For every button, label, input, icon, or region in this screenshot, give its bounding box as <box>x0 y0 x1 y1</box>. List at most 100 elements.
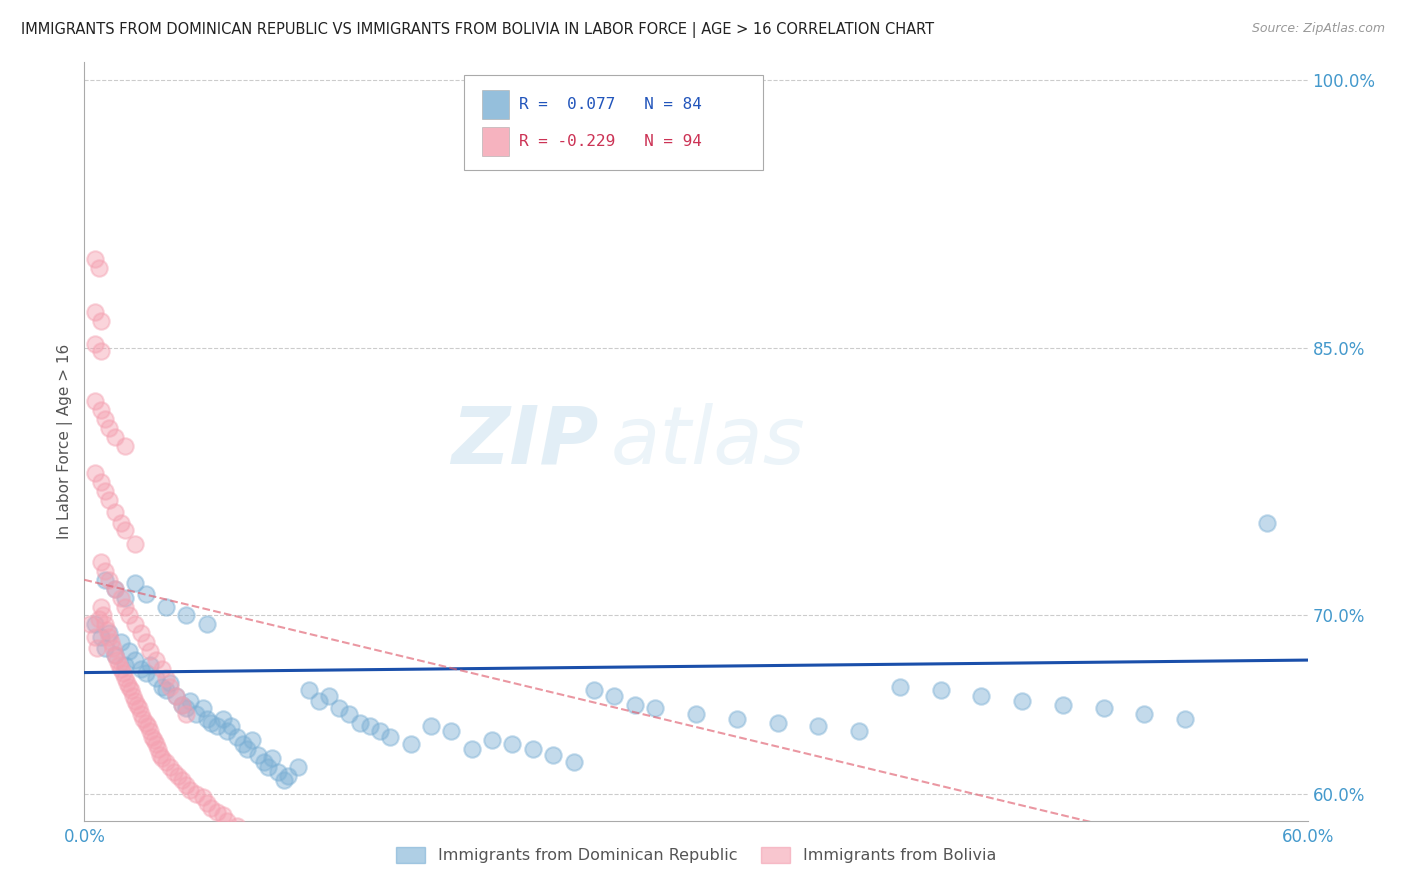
Point <box>115 676 138 690</box>
Point <box>298 683 321 698</box>
Point <box>114 591 136 605</box>
Point <box>165 689 187 703</box>
Point <box>440 724 463 739</box>
Point <box>96 623 118 637</box>
Point <box>159 760 181 774</box>
Point <box>1052 698 1074 712</box>
FancyBboxPatch shape <box>482 127 509 156</box>
Text: atlas: atlas <box>610 402 806 481</box>
Point <box>889 680 911 694</box>
Point <box>150 751 173 765</box>
Point <box>226 730 249 744</box>
Point <box>219 719 242 733</box>
Point <box>205 805 228 819</box>
Point <box>236 742 259 756</box>
Point <box>104 648 127 662</box>
Point <box>105 653 128 667</box>
Point <box>644 701 666 715</box>
Point <box>583 683 606 698</box>
Point <box>86 640 108 655</box>
Point <box>277 769 299 783</box>
Point <box>83 337 105 351</box>
Point <box>128 701 150 715</box>
Point <box>114 671 136 685</box>
Point <box>179 694 201 708</box>
Point <box>124 653 146 667</box>
Point <box>124 537 146 551</box>
Point <box>603 689 626 703</box>
Point <box>232 737 254 751</box>
Point <box>186 787 208 801</box>
Point <box>124 576 146 591</box>
Text: Source: ZipAtlas.com: Source: ZipAtlas.com <box>1251 22 1385 36</box>
Point <box>118 608 141 623</box>
Point <box>104 582 127 596</box>
Point <box>104 648 127 662</box>
Point <box>97 573 120 587</box>
Point <box>141 730 163 744</box>
Point <box>83 466 105 480</box>
Point <box>624 698 647 712</box>
Point <box>461 742 484 756</box>
Point <box>195 796 218 810</box>
Point <box>127 698 149 712</box>
Text: IMMIGRANTS FROM DOMINICAN REPUBLIC VS IMMIGRANTS FROM BOLIVIA IN LABOR FORCE | A: IMMIGRANTS FROM DOMINICAN REPUBLIC VS IM… <box>21 22 934 38</box>
Point <box>163 765 186 780</box>
Point <box>124 694 146 708</box>
Point <box>104 430 127 444</box>
Point <box>257 760 280 774</box>
Point <box>83 305 105 319</box>
Point <box>90 630 112 644</box>
Point <box>212 712 235 726</box>
Point <box>150 662 173 676</box>
Point <box>212 808 235 822</box>
Point <box>145 737 167 751</box>
Point <box>101 640 124 655</box>
Point <box>135 587 157 601</box>
Point <box>122 689 145 703</box>
Point <box>308 694 330 708</box>
Point <box>929 683 952 698</box>
Point <box>135 665 157 680</box>
Point <box>93 862 115 876</box>
Point <box>87 612 110 626</box>
Point <box>131 662 153 676</box>
Y-axis label: In Labor Force | Age > 16: In Labor Force | Age > 16 <box>58 344 73 539</box>
Point <box>90 344 112 359</box>
Point <box>159 680 181 694</box>
Point <box>135 715 157 730</box>
Point <box>246 747 269 762</box>
Point <box>114 658 136 673</box>
Point <box>339 706 361 721</box>
Point <box>205 719 228 733</box>
Point <box>543 747 565 762</box>
Point <box>138 658 160 673</box>
Point <box>155 599 177 614</box>
Point <box>217 814 239 828</box>
Point <box>114 439 136 453</box>
Point <box>260 751 283 765</box>
Point <box>368 724 391 739</box>
Point <box>114 523 136 537</box>
Point <box>174 706 197 721</box>
Point <box>97 867 120 881</box>
Point <box>104 582 127 596</box>
Point <box>90 555 112 569</box>
Point <box>100 635 122 649</box>
Point <box>90 599 112 614</box>
Point <box>83 394 105 409</box>
Point <box>240 733 263 747</box>
Point <box>359 719 381 733</box>
Point <box>131 626 153 640</box>
Point <box>186 706 208 721</box>
Point <box>165 689 187 703</box>
Point <box>118 644 141 658</box>
Point <box>104 505 127 519</box>
Point <box>200 801 222 815</box>
Point <box>146 742 169 756</box>
Point <box>172 698 194 712</box>
Point <box>807 719 830 733</box>
Point <box>114 880 136 892</box>
Point <box>179 783 201 797</box>
Point <box>191 701 214 715</box>
